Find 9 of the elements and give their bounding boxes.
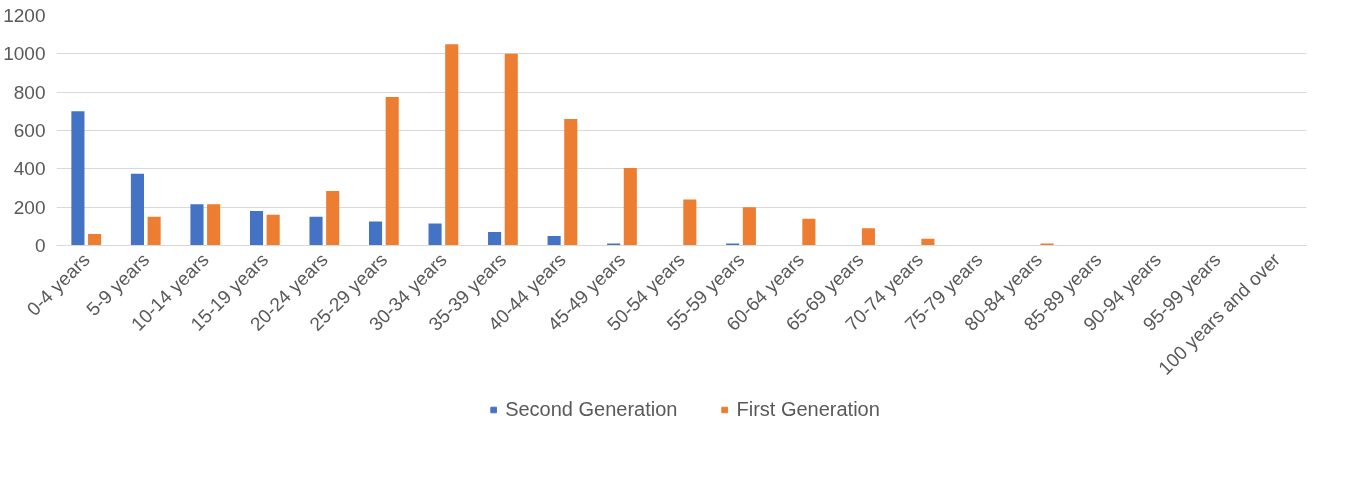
- y-tick-label: 200: [13, 196, 46, 218]
- y-tick-label: 600: [13, 120, 46, 141]
- y-tick-label: 400: [13, 158, 46, 180]
- y-tick-label: 0: [34, 235, 46, 256]
- legend-label: Second Generation: [505, 397, 678, 421]
- y-tick-label: 1200: [3, 5, 46, 26]
- y-tick-label: 1000: [3, 43, 46, 65]
- y-tick-label: 800: [13, 81, 46, 103]
- legend-label: First Generation: [736, 397, 880, 421]
